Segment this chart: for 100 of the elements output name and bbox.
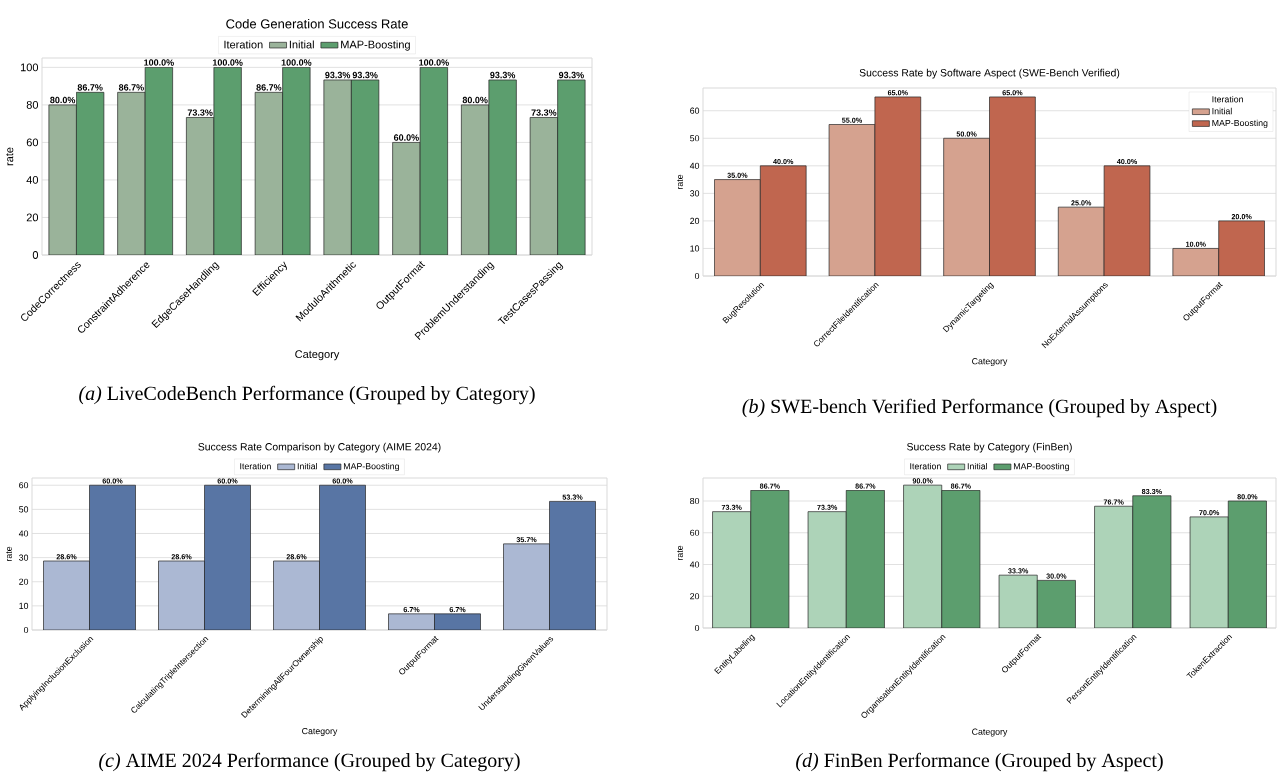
data-label: 100.0% [419,59,449,66]
data-label: 73.3% [187,109,213,116]
data-label: 86.7% [118,84,144,91]
y-axis-title: rate [677,174,683,189]
y-tick-label: 100 [20,63,39,72]
y-tick-label: 0 [694,624,700,632]
y-tick-label: 40 [689,561,700,568]
y-tick-label: 40 [18,530,29,537]
y-tick-label: 10 [690,245,700,252]
bar [273,560,320,630]
y-axis-title: rate [677,545,683,560]
bar [1132,495,1171,628]
bar [388,613,435,630]
text: (b) SWE-bench Verified Performance (Grouped by Aspect) [742,398,1217,418]
text: (d) FinBen Performance (Grouped by Aspect) [796,752,1163,772]
bar [989,96,1036,276]
chart-title: Success Rate Comparison by Category (AIME 2024) [198,442,441,453]
bar [903,485,942,628]
legend-title: Iteration [910,462,941,470]
data-label: 60.0% [393,134,419,141]
legend-label: MAP-Boosting [341,40,410,51]
y-tick-label: 60 [19,482,29,489]
bar [759,165,807,276]
legend-label: MAP-Boosting [1212,119,1268,128]
y-tick-label: 50 [19,506,29,513]
y-tick-label: 80 [26,101,39,109]
y-axis-title: rate [6,147,14,166]
bar [1104,165,1150,276]
y-tick-label: 20 [690,593,700,600]
x-axis-title: Category [972,728,1008,737]
data-label: 93.3% [490,71,516,79]
bar [503,543,550,630]
y-tick-label: 60 [690,529,700,536]
bar [1172,248,1220,276]
chart-title: Success Rate by Category (FinBen) [907,442,1072,453]
y-tick-label: 0 [23,626,29,634]
bar [846,490,885,628]
data-label: 80.0% [462,96,488,104]
y-tick-label: 30 [690,190,700,197]
chart-title: Success Rate by Software Aspect (SWE-Bench Verified) [859,68,1120,79]
y-tick-label: 80 [690,497,700,505]
y-tick-label: 20 [26,213,39,222]
x-axis-title: Category [972,358,1008,367]
bar [943,137,990,276]
data-label: 100.0% [144,59,174,66]
legend-label: MAP-Boosting [1013,462,1069,472]
bar [808,511,847,628]
data-label: 100.0% [212,59,243,66]
x-axis-title: Category [302,727,338,736]
legend-label: Initial [297,462,317,470]
bar [204,484,251,630]
y-tick-label: 0 [32,251,39,259]
bar [1094,506,1133,628]
bar [89,485,136,630]
bar [1058,207,1105,276]
bar [1037,580,1076,628]
legend-label: Initial [967,462,987,470]
bar [828,124,876,276]
text: (a) LiveCodeBench Performance (Grouped by Category) [79,385,535,405]
bar [1218,220,1265,276]
legend-title: Iteration [224,40,263,49]
bar [319,484,366,630]
bar [941,490,980,628]
legend-title: Iteration [1212,95,1243,103]
data-label: 93.3% [325,71,351,79]
data-label: 86.7% [256,84,282,91]
bar [434,613,481,630]
legend-label: Initial [289,40,314,49]
chart-title: Code Generation Success Rate [226,18,408,29]
y-tick-label: 50 [690,135,700,142]
y-tick-label: 40 [689,162,700,169]
bar [1227,500,1267,628]
bar [1189,516,1229,628]
y-tick-label: 30 [19,554,29,561]
bar [999,575,1038,628]
bar [549,501,596,630]
bar [158,560,205,630]
legend-title: Iteration [240,462,271,470]
bar [714,179,761,276]
data-label: 100.0% [281,59,312,66]
data-label: 93.3% [558,71,584,79]
x-axis-title: Category [295,350,340,361]
bar [43,561,90,630]
y-tick-label: 20 [690,217,700,225]
text: (c) AIME 2024 Performance (Grouped by Category) [99,752,520,772]
y-tick-label: 40 [26,176,39,184]
data-label: 73.3% [531,109,557,116]
y-tick-label: 20 [19,578,29,585]
data-label: 86.7% [77,84,103,91]
y-axis-title: rate [6,546,12,561]
bar [874,96,922,276]
legend-label: Initial [1212,107,1232,115]
legend-label: MAP-Boosting [343,462,399,472]
bar [750,490,789,628]
bar [712,511,751,628]
data-label: 93.3% [352,71,378,79]
y-tick-label: 60 [690,107,700,114]
y-tick-label: 60 [26,138,39,147]
y-tick-label: 0 [694,272,700,280]
data-label: 80.0% [50,96,76,104]
